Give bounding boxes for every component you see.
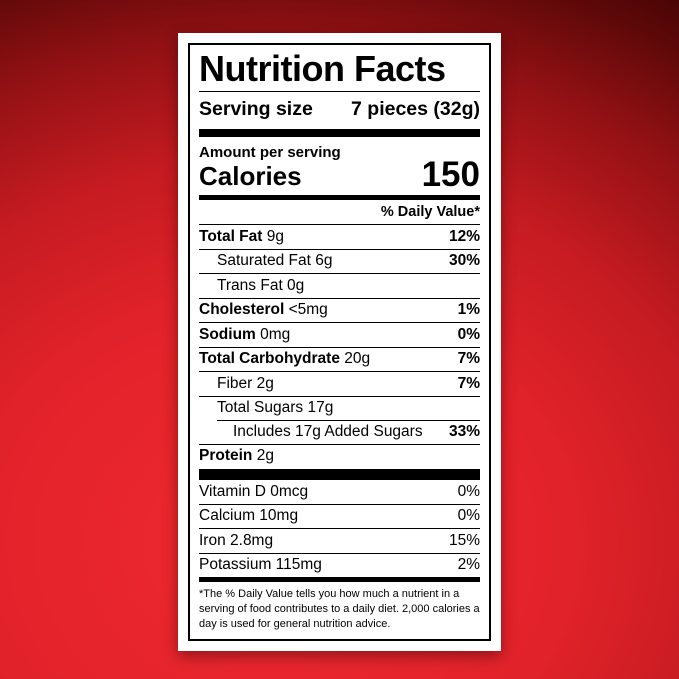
nutrition-label-card: Nutrition Facts Serving size 7 pieces (3… [178,33,501,651]
serving-size-label: Serving size [199,98,313,120]
nutrient-name: Total Carbohydrate 20g [199,351,370,367]
vitamin-name: Iron 2.8mg [199,531,274,549]
nutrient-percent: 0% [457,325,480,343]
nutrient-percent: 7% [457,350,480,367]
calories-label: Calories [199,161,302,191]
divider-thick-protein [199,469,480,480]
vitamin-row: Vitamin D 0mcg 0% [199,480,480,504]
nutrient-amount: 2g [252,447,274,464]
nutrient-name: Total Fat 9g [199,227,284,245]
nutrient-name: Saturated Fat 6g [199,253,332,269]
nutrient-name-bold: Total Carbohydrate [199,350,340,367]
serving-size-value: 7 pieces (32g) [351,98,480,120]
nutrient-name: Includes 17g Added Sugars [199,422,423,440]
nutrient-percent: 7% [457,374,480,392]
nutrient-name-bold: Total Fat [199,227,263,245]
nutrient-row: Total Carbohydrate 20g 7% [199,346,480,372]
nutrient-amount: 9g [262,227,284,245]
nutrient-name: Fiber 2g [199,374,274,392]
divider-hairline-title [199,91,480,92]
vitamin-name: Potassium 115mg [199,556,322,573]
divider-thick-top [199,129,480,137]
nutrient-amount: Total Sugars 17g [217,399,334,416]
divider-medium-calories [199,195,480,200]
vitamin-name: Vitamin D 0mcg [199,482,309,500]
calories-value: 150 [421,155,480,194]
vitamin-percent: 15% [448,531,480,549]
nutrient-percent: 30% [448,252,480,269]
footnote-text: *The % Daily Value tells you how much a … [199,588,480,630]
nutrient-row: Protein 2g [199,443,480,469]
label-title: Nutrition Facts [199,48,446,89]
calories-row: Calories 150 [199,155,480,194]
serving-size-row: Serving size 7 pieces (32g) [199,92,480,129]
nutrient-row: Total Sugars 17g [199,395,480,421]
nutrition-label-border: Nutrition Facts Serving size 7 pieces (3… [188,43,491,641]
nutrient-name-bold: Protein [199,447,253,464]
nutrient-name-bold: Sodium [199,325,256,343]
nutrient-amount: Trans Fat 0g [217,276,305,294]
nutrient-row: Sodium 0mg 0% [199,322,480,347]
nutrient-percent: 12% [448,227,480,245]
nutrient-rows-section: Total Fat 9g 12% Saturated Fat 6g 30% Tr… [199,224,480,468]
vitamin-rows-section: Vitamin D 0mcg 0% Calcium 10mg 0% Iron 2… [199,480,480,577]
nutrient-name-bold: Cholesterol [199,301,285,318]
nutrient-name: Sodium 0mg [199,325,291,343]
nutrient-amount: 20g [339,350,371,367]
nutrient-amount: Includes 17g Added Sugars [233,422,423,440]
vitamin-row: Calcium 10mg 0% [199,503,480,529]
vitamin-percent: 0% [457,507,480,524]
nutrient-amount: <5mg [284,301,328,318]
vitamin-name: Calcium 10mg [199,507,299,524]
nutrient-percent: 1% [457,301,480,318]
nutrient-row: Saturated Fat 6g 30% [199,248,480,274]
nutrient-amount: Fiber 2g [217,374,274,392]
nutrient-name: Protein 2g [199,448,274,464]
nutrient-amount: 0mg [255,325,291,343]
nutrient-row: Trans Fat 0g [199,273,480,298]
nutrient-row: Fiber 2g 7% [199,371,480,396]
nutrient-name: Total Sugars 17g [199,400,333,416]
vitamin-percent: 2% [457,556,480,573]
nutrient-name: Trans Fat 0g [199,276,305,294]
nutrient-amount: Saturated Fat 6g [217,252,333,269]
nutrient-percent: 33% [448,422,480,440]
nutrient-row: Cholesterol <5mg 1% [199,297,480,323]
nutrient-row: Total Fat 9g 12% [199,224,480,249]
divider-medium-footnote [199,577,480,582]
vitamin-row: Iron 2.8mg 15% [199,528,480,553]
nutrient-name: Cholesterol <5mg [199,302,328,318]
vitamin-row: Potassium 115mg 2% [199,552,480,578]
vitamin-percent: 0% [457,482,480,500]
nutrient-row: Includes 17g Added Sugars 33% [199,420,480,444]
amount-per-serving-label: Amount per serving [199,144,341,161]
daily-value-header: % Daily Value* [380,204,480,220]
